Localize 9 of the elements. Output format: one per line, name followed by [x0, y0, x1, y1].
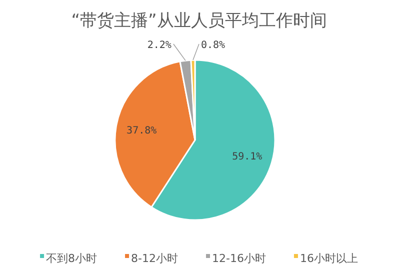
data-label: 37.8% [126, 126, 157, 137]
data-label: 2.2% [147, 40, 172, 51]
legend-label: 12-16小时 [212, 252, 266, 265]
legend-label: 8-12小时 [131, 252, 178, 265]
legend-label: 不到8小时 [46, 252, 98, 265]
data-label: 0.8% [200, 40, 226, 51]
legend-label: 16小时以上 [300, 252, 358, 265]
data-label: 59.1% [232, 151, 262, 162]
chart-title: “带货主播”从业人员平均工作时间 [71, 11, 327, 31]
